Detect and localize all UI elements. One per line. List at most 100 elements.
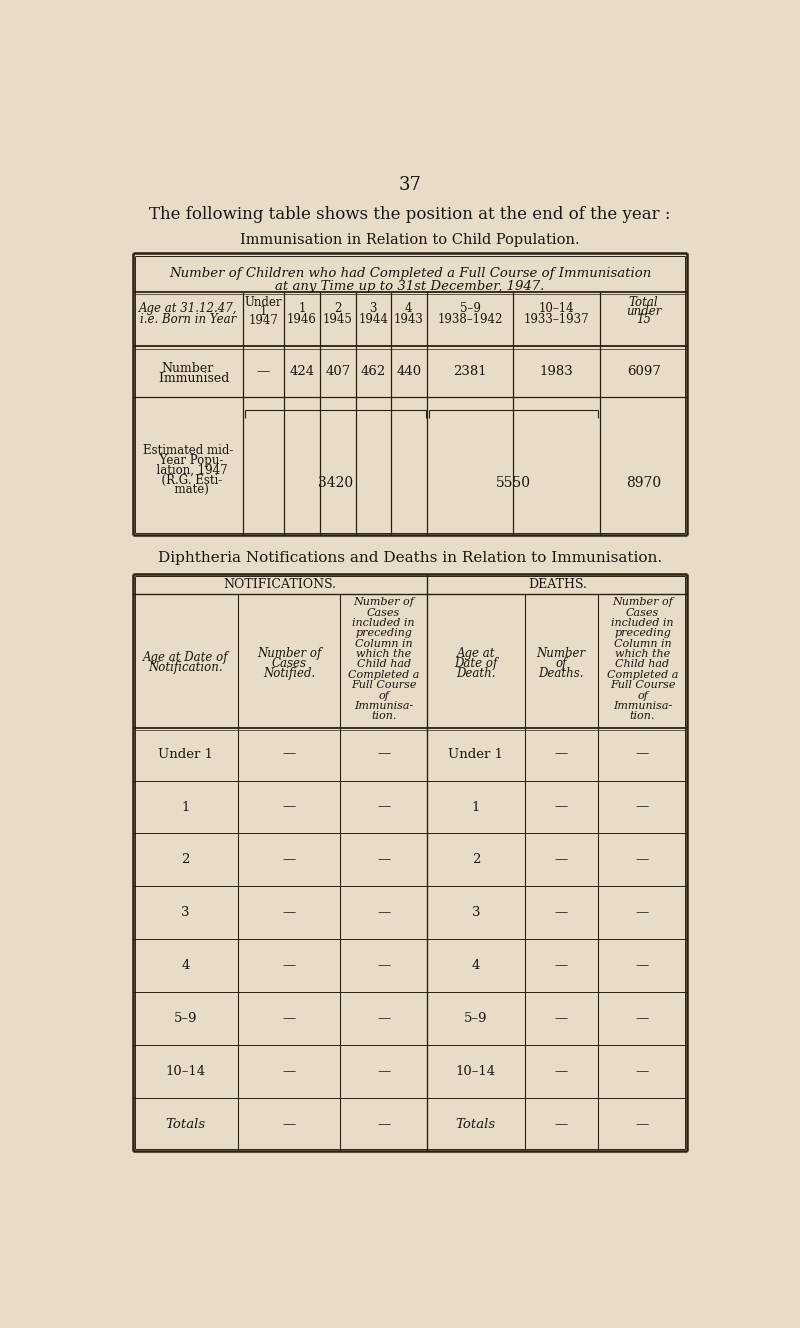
Text: 1938–1942: 1938–1942	[438, 313, 502, 325]
Text: —: —	[282, 959, 296, 972]
Text: 5–9: 5–9	[464, 1012, 488, 1025]
Text: of: of	[637, 691, 648, 701]
Text: of: of	[555, 657, 567, 669]
Text: —: —	[554, 748, 568, 761]
Text: 462: 462	[361, 365, 386, 378]
Text: 4: 4	[405, 303, 413, 315]
Text: tion.: tion.	[630, 712, 655, 721]
Text: DEATHS.: DEATHS.	[528, 578, 586, 591]
Text: Child had: Child had	[357, 660, 410, 669]
Text: Number of: Number of	[354, 598, 414, 607]
Text: 3: 3	[472, 907, 480, 919]
Text: Notification.: Notification.	[148, 661, 222, 675]
Text: 5–9: 5–9	[460, 303, 481, 315]
Text: Number: Number	[162, 363, 214, 374]
Text: 424: 424	[290, 365, 314, 378]
Text: —: —	[377, 1065, 390, 1078]
Text: 3: 3	[181, 907, 190, 919]
Text: 1933–1937: 1933–1937	[524, 313, 590, 325]
Text: 10–14: 10–14	[165, 1065, 206, 1078]
Text: —: —	[282, 1118, 296, 1131]
Text: —: —	[636, 959, 649, 972]
Text: 1: 1	[298, 303, 306, 315]
Text: 4: 4	[472, 959, 480, 972]
Text: —: —	[377, 907, 390, 919]
Text: Diphtheria Notifications and Deaths in Relation to Immunisation.: Diphtheria Notifications and Deaths in R…	[158, 551, 662, 566]
Text: —: —	[636, 1065, 649, 1078]
Text: under: under	[626, 304, 662, 317]
Text: Cases: Cases	[626, 607, 659, 618]
Text: 1943: 1943	[394, 313, 424, 325]
Text: Age at 31.12.47,: Age at 31.12.47,	[138, 303, 238, 315]
Text: Age at: Age at	[457, 647, 495, 660]
Text: Immunisa-: Immunisa-	[354, 701, 414, 710]
Text: Column in: Column in	[355, 639, 413, 648]
Text: —: —	[257, 365, 270, 378]
Text: Deaths.: Deaths.	[538, 667, 584, 680]
Text: Number of Children who had Completed a Full Course of Immunisation: Number of Children who had Completed a F…	[169, 267, 651, 280]
Text: 407: 407	[326, 365, 350, 378]
Text: at any Time up to 31st December, 1947.: at any Time up to 31st December, 1947.	[275, 280, 545, 293]
Text: preceding: preceding	[614, 628, 671, 639]
Text: Immunisa-: Immunisa-	[613, 701, 672, 710]
Text: 1: 1	[181, 801, 190, 814]
Text: The following table shows the position at the end of the year :: The following table shows the position a…	[150, 206, 670, 223]
Text: Completed a: Completed a	[348, 669, 419, 680]
Text: Under 1: Under 1	[448, 748, 503, 761]
Text: —: —	[554, 854, 568, 866]
Text: 2: 2	[181, 854, 190, 866]
Text: Age at Date of: Age at Date of	[142, 651, 228, 664]
Text: Notified.: Notified.	[263, 667, 315, 680]
Text: —: —	[282, 1012, 296, 1025]
Text: 8970: 8970	[626, 475, 662, 490]
Text: i.e. Born in Year: i.e. Born in Year	[140, 313, 236, 325]
Text: 1946: 1946	[287, 313, 317, 325]
Text: —: —	[377, 748, 390, 761]
Text: —: —	[377, 959, 390, 972]
Text: Totals: Totals	[165, 1118, 206, 1131]
Text: —: —	[554, 1012, 568, 1025]
Text: 10–14: 10–14	[456, 1065, 496, 1078]
Text: NOTIFICATIONS.: NOTIFICATIONS.	[223, 578, 336, 591]
Text: Under 1: Under 1	[158, 748, 213, 761]
Text: Under: Under	[245, 296, 282, 309]
Text: mate): mate)	[167, 483, 209, 497]
Text: Number: Number	[537, 647, 586, 660]
Text: which the: which the	[356, 649, 411, 659]
Text: Immunisation in Relation to Child Population.: Immunisation in Relation to Child Popula…	[240, 234, 580, 247]
Text: lation, 1947: lation, 1947	[149, 463, 227, 477]
Text: —: —	[636, 801, 649, 814]
Text: —: —	[554, 907, 568, 919]
Text: Full Course: Full Course	[610, 680, 675, 691]
Text: 10–14: 10–14	[538, 303, 574, 315]
Text: 2: 2	[334, 303, 342, 315]
Text: 5550: 5550	[496, 475, 531, 490]
Text: Child had: Child had	[615, 660, 670, 669]
Text: —: —	[636, 1118, 649, 1131]
Text: 1: 1	[472, 801, 480, 814]
Text: Death.: Death.	[456, 667, 496, 680]
Text: 1: 1	[260, 304, 267, 317]
Text: —: —	[377, 854, 390, 866]
Text: Total: Total	[629, 296, 658, 309]
Text: —: —	[554, 1118, 568, 1131]
Text: —: —	[636, 1012, 649, 1025]
Text: included in: included in	[611, 618, 674, 628]
Text: 3420: 3420	[318, 475, 353, 490]
Text: Cases: Cases	[272, 657, 306, 669]
Text: —: —	[636, 907, 649, 919]
Text: 2381: 2381	[454, 365, 487, 378]
Text: —: —	[282, 907, 296, 919]
Text: of: of	[378, 691, 389, 701]
Text: Column in: Column in	[614, 639, 671, 648]
Text: Number of: Number of	[612, 598, 673, 607]
Text: which the: which the	[615, 649, 670, 659]
Text: —: —	[282, 854, 296, 866]
Text: —: —	[636, 854, 649, 866]
Text: 15: 15	[636, 313, 651, 325]
Text: Number of: Number of	[257, 647, 322, 660]
Text: 1947: 1947	[249, 313, 278, 327]
Text: —: —	[377, 1012, 390, 1025]
Text: —: —	[554, 1065, 568, 1078]
Text: 6097: 6097	[626, 365, 661, 378]
